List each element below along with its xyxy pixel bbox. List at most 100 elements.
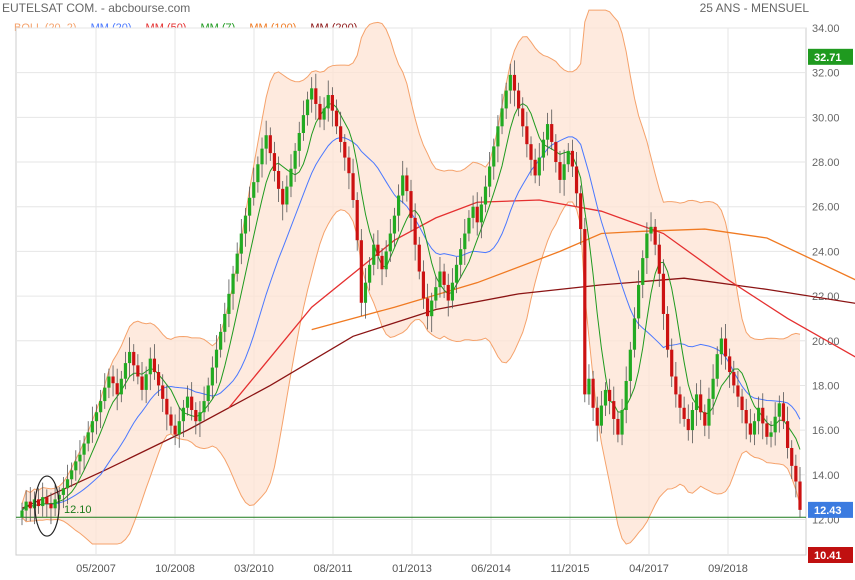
candle-body bbox=[587, 378, 591, 395]
candle-body bbox=[86, 432, 90, 444]
candle-body bbox=[206, 385, 210, 402]
candle-body bbox=[417, 244, 421, 272]
candle-body bbox=[711, 378, 715, 399]
x-tick-label: 04/2017 bbox=[629, 563, 669, 575]
candle-body bbox=[347, 157, 351, 174]
candle-body bbox=[260, 148, 264, 165]
candle-body bbox=[525, 126, 529, 145]
candle-body bbox=[475, 206, 479, 223]
candle-body bbox=[690, 410, 695, 431]
chart-title: EUTELSAT COM. - abcbourse.com bbox=[2, 1, 191, 15]
period-label: 25 ANS - MENSUEL bbox=[699, 1, 809, 15]
candle-body bbox=[450, 282, 454, 301]
y-tick-label: 28.00 bbox=[812, 157, 840, 169]
candle-body bbox=[761, 407, 765, 424]
candle-body bbox=[210, 367, 214, 386]
candle-body bbox=[310, 88, 314, 100]
candle-body bbox=[661, 273, 666, 314]
candle-body bbox=[20, 510, 24, 518]
candle-body bbox=[496, 126, 500, 147]
candle-body bbox=[425, 298, 430, 317]
price-tag-box bbox=[808, 501, 853, 518]
candle-body bbox=[541, 139, 546, 158]
candle-body bbox=[678, 394, 682, 408]
candle-body bbox=[682, 407, 686, 419]
candle-body bbox=[769, 432, 773, 437]
candle-body bbox=[32, 499, 37, 509]
candle-body bbox=[355, 200, 359, 241]
candle-body bbox=[653, 226, 657, 245]
candle-body bbox=[169, 414, 173, 426]
candle-body bbox=[492, 146, 496, 167]
candle-body bbox=[24, 501, 28, 511]
candle-body bbox=[591, 378, 595, 408]
candle-body bbox=[322, 108, 326, 120]
x-tick-label: 05/2007 bbox=[76, 563, 116, 575]
candle-body bbox=[136, 365, 140, 377]
candle-body bbox=[140, 376, 144, 390]
candle-body bbox=[719, 338, 723, 355]
candle-body bbox=[777, 403, 781, 417]
candle-body bbox=[235, 253, 239, 274]
candle-body bbox=[185, 396, 190, 408]
candle-body bbox=[740, 396, 744, 411]
candle-body bbox=[194, 410, 198, 422]
y-tick-label: 32.00 bbox=[812, 68, 840, 80]
candle-body bbox=[198, 412, 202, 422]
candle-body bbox=[343, 141, 347, 158]
candle-body bbox=[152, 358, 157, 373]
price-tag-label: 32.71 bbox=[814, 52, 842, 64]
candle-body bbox=[165, 398, 169, 415]
candle-body bbox=[281, 188, 285, 205]
y-tick-label: 30.00 bbox=[812, 112, 840, 124]
candle-body bbox=[285, 186, 289, 205]
candle-body bbox=[504, 90, 508, 109]
candle-body bbox=[463, 233, 467, 250]
candle-body bbox=[314, 88, 318, 104]
candle-body bbox=[239, 233, 243, 254]
candle-body bbox=[248, 197, 252, 216]
candle-body bbox=[579, 193, 583, 230]
candle-body bbox=[781, 403, 786, 422]
candle-body bbox=[396, 195, 401, 216]
candle-body bbox=[566, 150, 570, 165]
candle-body bbox=[736, 385, 740, 397]
candle-body bbox=[715, 354, 719, 379]
candle-body bbox=[339, 126, 343, 142]
candle-body bbox=[694, 394, 699, 411]
candle-body bbox=[641, 258, 645, 285]
candle-body bbox=[785, 421, 790, 448]
candle-body bbox=[554, 141, 558, 163]
candle-body bbox=[798, 481, 802, 510]
candle-body bbox=[45, 497, 49, 504]
candle-body bbox=[401, 175, 405, 196]
candle-body bbox=[148, 358, 152, 375]
candle-body bbox=[434, 287, 438, 301]
candle-body bbox=[70, 470, 74, 480]
candle-body bbox=[36, 499, 41, 507]
candle-body bbox=[214, 349, 219, 368]
candle-body bbox=[583, 229, 587, 395]
candle-body bbox=[500, 108, 504, 127]
candle-body bbox=[732, 372, 736, 386]
candle-body bbox=[202, 401, 206, 413]
candle-body bbox=[624, 380, 628, 411]
candle-body bbox=[603, 389, 608, 406]
candle-body bbox=[99, 401, 103, 413]
candle-body bbox=[181, 407, 185, 422]
candle-body bbox=[119, 378, 123, 395]
candle-body bbox=[123, 363, 128, 379]
candle-body bbox=[430, 300, 434, 317]
candle-body bbox=[645, 233, 649, 259]
candle-body bbox=[545, 124, 550, 140]
candle-body bbox=[686, 418, 690, 431]
candle-body bbox=[599, 405, 603, 426]
support-label: 12.10 bbox=[64, 504, 92, 516]
candle-body bbox=[219, 331, 223, 350]
candle-body bbox=[794, 465, 798, 482]
candle-body bbox=[471, 206, 475, 218]
candle-body bbox=[409, 191, 413, 218]
x-tick-label: 01/2013 bbox=[392, 563, 432, 575]
candle-body bbox=[670, 349, 674, 377]
